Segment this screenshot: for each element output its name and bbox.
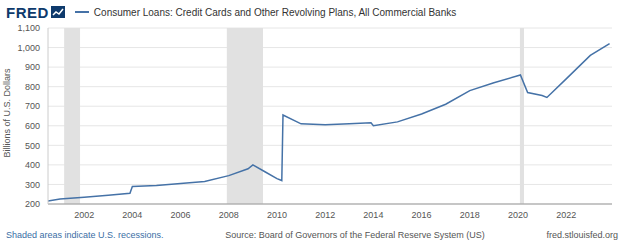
svg-text:600: 600 bbox=[25, 121, 40, 131]
svg-text:2016: 2016 bbox=[412, 210, 432, 220]
svg-text:2004: 2004 bbox=[122, 210, 142, 220]
svg-text:2012: 2012 bbox=[315, 210, 335, 220]
svg-text:2018: 2018 bbox=[460, 210, 480, 220]
svg-text:2002: 2002 bbox=[74, 210, 94, 220]
svg-text:400: 400 bbox=[25, 160, 40, 170]
svg-text:2010: 2010 bbox=[267, 210, 287, 220]
svg-text:1,100: 1,100 bbox=[17, 24, 40, 33]
svg-text:1,000: 1,000 bbox=[17, 43, 40, 53]
html-text:Billions of U.S. Dollars: Billions of U.S. Dollars bbox=[2, 68, 12, 158]
html-text:FRED: FRED bbox=[6, 3, 49, 21]
svg-text:200: 200 bbox=[25, 199, 40, 209]
svg-text:700: 700 bbox=[25, 101, 40, 111]
svg-text:800: 800 bbox=[25, 82, 40, 92]
svg-text:2014: 2014 bbox=[363, 210, 383, 220]
svg-text:2022: 2022 bbox=[556, 210, 576, 220]
svg-text:300: 300 bbox=[25, 180, 40, 190]
svg-text:2006: 2006 bbox=[171, 210, 191, 220]
html-text:Consumer Loans: Credit Cards a: Consumer Loans: Credit Cards and Other R… bbox=[93, 6, 457, 18]
svg-text:900: 900 bbox=[25, 62, 40, 72]
html-text:Shaded areas indicate U.S. rec: Shaded areas indicate U.S. recessions. bbox=[6, 230, 164, 240]
html-text:Source: Board of Governors of: Source: Board of Governors of the Federa… bbox=[225, 230, 485, 240]
svg-text:500: 500 bbox=[25, 141, 40, 151]
svg-text:2008: 2008 bbox=[219, 210, 239, 220]
svg-text:2020: 2020 bbox=[508, 210, 528, 220]
html-text:fred.stlouisfed.org: fred.stlouisfed.org bbox=[546, 230, 618, 240]
